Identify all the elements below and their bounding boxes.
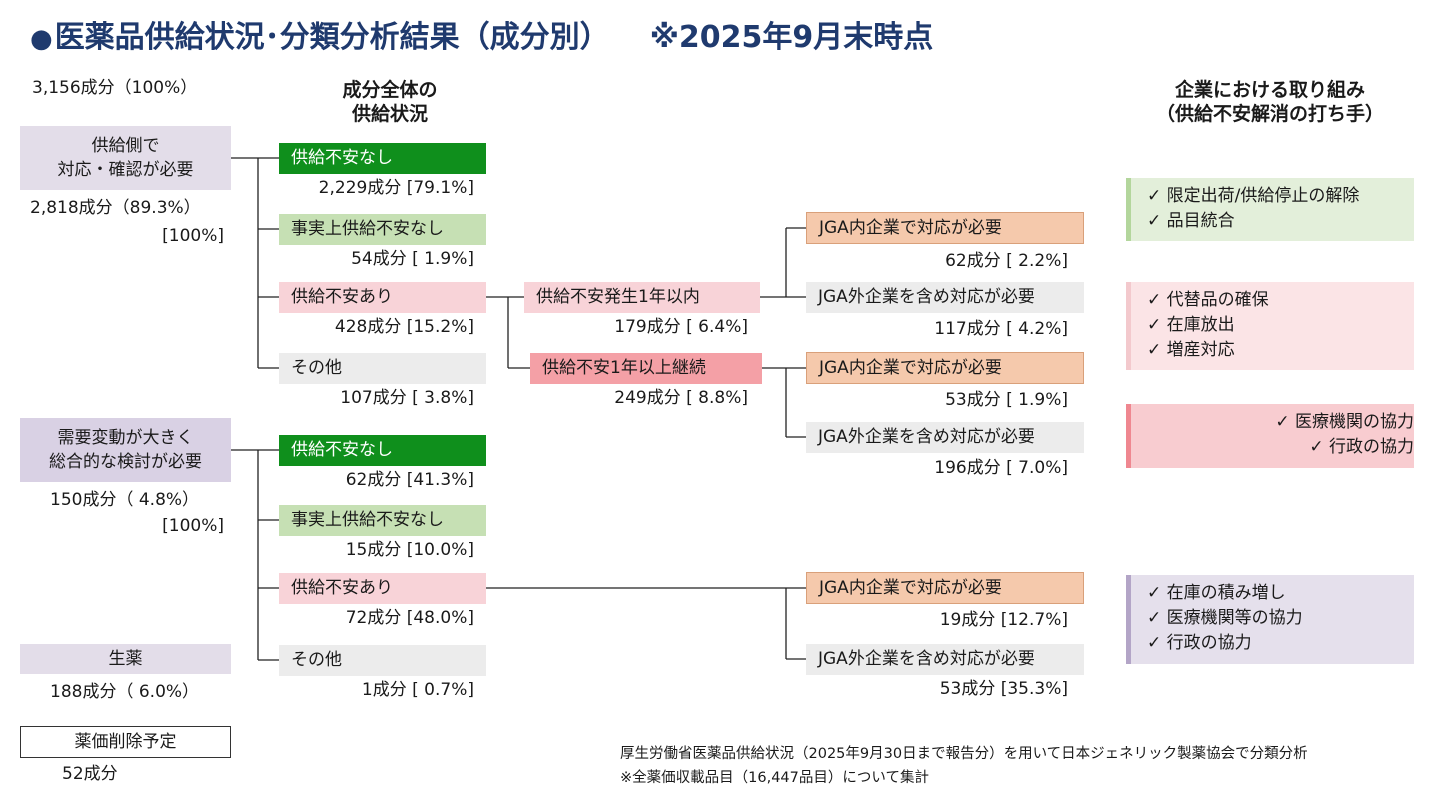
title-bullet: ● [30, 24, 53, 54]
g1-supply-concern: 供給不安あり [279, 282, 486, 313]
action-item: ✓ 行政の協力 [1147, 633, 1252, 653]
action-item: ✓ 行政の協力 [1309, 437, 1414, 457]
g1-effectively-no-concern-value: 54成分 [ 1.9%] [351, 249, 474, 269]
header-center: 成分全体の 供給状況 [300, 78, 480, 126]
g1-effectively-no-concern: 事実上供給不安なし [279, 214, 486, 245]
g1-no-supply-concern: 供給不安なし [279, 143, 486, 174]
right-jga-internal-3-value: 19成分 [12.7%] [939, 610, 1068, 630]
header-right-line1: 企業における取り組み [1174, 79, 1365, 101]
action-item: ✓ 在庫の積み増し [1147, 583, 1286, 603]
g1-other: その他 [279, 353, 486, 384]
right-jga-internal-1: JGA内企業で対応が必要 [806, 212, 1084, 244]
category-crude-drugs: 生薬 [20, 644, 231, 674]
g1-other-value: 107成分 [ 3.8%] [340, 388, 474, 408]
action-item: ✓ 増産対応 [1147, 340, 1235, 360]
right-jga-external-1: JGA外企業を含め対応が必要 [806, 282, 1084, 313]
g2-no-supply-concern-value: 62成分 [41.3%] [345, 470, 474, 490]
category-crude-drugs-count: 188成分（ 6.0%） [50, 682, 200, 702]
right-jga-internal-2-value: 53成分 [ 1.9%] [945, 390, 1068, 410]
g2-supply-concern: 供給不安あり [279, 573, 486, 604]
title-main: 医薬品供給状況･分類分析結果（成分別） [54, 20, 610, 55]
g2-supply-concern-value: 72成分 [48.0%] [345, 608, 474, 628]
action-item: ✓ 代替品の確保 [1147, 290, 1269, 310]
action-item: ✓ 品目統合 [1147, 211, 1235, 231]
source-note: 厚生労働省医薬品供給状況（2025年9月30日まで報告分）を用いて日本ジェネリッ… [620, 742, 1420, 790]
mid-over-one-year-value: 249成分 [ 8.8%] [614, 388, 748, 408]
header-right: 企業における取り組み （供給不安解消の打ち手） [1120, 78, 1420, 126]
right-jga-external-3: JGA外企業を含め対応が必要 [806, 644, 1084, 675]
header-center-line2: 供給状況 [351, 103, 428, 125]
category-supply-side-line2: 対応・確認が必要 [57, 160, 194, 180]
category-supply-side-count: 2,818成分（89.3%） [30, 198, 201, 218]
g2-no-supply-concern: 供給不安なし [279, 435, 486, 466]
right-jga-external-1-value: 117成分 [ 4.2%] [934, 319, 1068, 339]
g2-effectively-no-concern-value: 15成分 [10.0%] [345, 540, 474, 560]
action-item: ✓ 医療機関等の協力 [1147, 608, 1303, 628]
mid-within-one-year: 供給不安発生1年以内 [524, 282, 760, 313]
g2-effectively-no-concern: 事実上供給不安なし [279, 505, 486, 536]
action-box-1: ✓ 限定出荷/供給停止の解除 ✓ 品目統合 [1126, 178, 1414, 241]
right-jga-internal-3: JGA内企業で対応が必要 [806, 572, 1084, 604]
action-box-4: ✓ 在庫の積み増し ✓ 医療機関等の協力 ✓ 行政の協力 [1126, 575, 1414, 664]
category-demand-pct: [100%] [162, 516, 224, 536]
mid-within-one-year-value: 179成分 [ 6.4%] [614, 317, 748, 337]
right-jga-external-2: JGA外企業を含め対応が必要 [806, 422, 1084, 453]
category-supply-side: 供給側で 対応・確認が必要 [20, 126, 231, 190]
mid-over-one-year: 供給不安1年以上継続 [530, 353, 762, 384]
total-count: 3,156成分（100%） [32, 78, 198, 98]
right-jga-external-2-value: 196成分 [ 7.0%] [934, 458, 1068, 478]
action-item: ✓ 在庫放出 [1147, 315, 1235, 335]
source-note-line2: ※全薬価収載品目（16,447品目）について集計 [620, 770, 929, 786]
right-jga-internal-1-value: 62成分 [ 2.2%] [945, 251, 1068, 271]
action-item: ✓ 限定出荷/供給停止の解除 [1147, 186, 1360, 206]
header-right-line2: （供給不安解消の打ち手） [1155, 103, 1384, 125]
category-supply-side-pct: [100%] [162, 226, 224, 246]
category-demand-line2: 総合的な検討が必要 [49, 452, 202, 472]
category-demand-line1: 需要変動が大きく [57, 428, 194, 448]
page-title: ●医薬品供給状況･分類分析結果（成分別） ※2025年9月末時点 [30, 18, 933, 59]
g1-supply-concern-value: 428成分 [15.2%] [334, 317, 474, 337]
right-jga-internal-2: JGA内企業で対応が必要 [806, 352, 1084, 384]
action-item: ✓ 医療機関の協力 [1275, 412, 1414, 432]
g2-other-value: 1成分 [ 0.7%] [361, 680, 474, 700]
category-demand: 需要変動が大きく 総合的な検討が必要 [20, 418, 231, 482]
title-date: ※2025年9月末時点 [649, 20, 934, 55]
action-box-2: ✓ 代替品の確保 ✓ 在庫放出 ✓ 増産対応 [1126, 282, 1414, 370]
g2-other: その他 [279, 645, 486, 676]
category-delisting: 薬価削除予定 [20, 726, 231, 758]
category-demand-count: 150成分（ 4.8%） [50, 490, 200, 510]
g1-no-supply-concern-value: 2,229成分 [79.1%] [318, 178, 474, 198]
right-jga-external-3-value: 53成分 [35.3%] [939, 679, 1068, 699]
category-delisting-count: 52成分 [62, 764, 118, 784]
category-supply-side-line1: 供給側で [91, 136, 160, 156]
header-center-line1: 成分全体の [342, 79, 438, 101]
action-box-3: ✓ 医療機関の協力 ✓ 行政の協力 [1126, 404, 1414, 468]
source-note-line1: 厚生労働省医薬品供給状況（2025年9月30日まで報告分）を用いて日本ジェネリッ… [620, 746, 1308, 762]
